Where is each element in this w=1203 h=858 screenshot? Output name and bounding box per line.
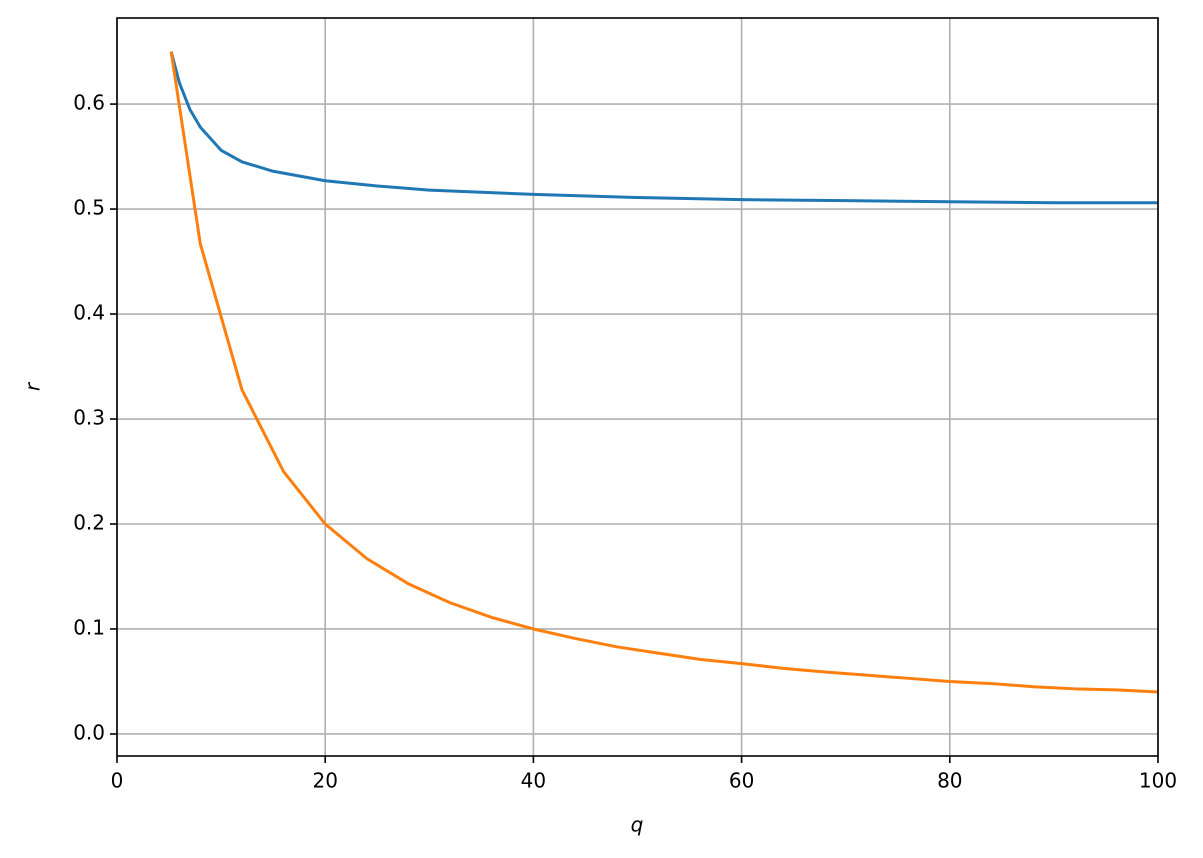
x-axis-label: q	[631, 813, 644, 837]
series-line	[169, 51, 1158, 694]
y-tick-label: 0.5	[73, 196, 105, 220]
x-tick-label: 60	[729, 769, 754, 793]
x-tick-label: 100	[1139, 769, 1177, 793]
x-tick-label: 40	[521, 769, 546, 793]
series-line	[169, 51, 1158, 205]
x-tick-label: 0	[111, 769, 124, 793]
y-tick-label: 0.0	[73, 720, 105, 744]
y-tick-label: 0.3	[73, 406, 105, 430]
y-tick-label: 0.1	[73, 615, 105, 639]
y-tick-label: 0.6	[73, 91, 105, 115]
y-tick-label: 0.2	[73, 510, 105, 534]
x-tick-label: 20	[312, 769, 337, 793]
y-tick-label: 0.4	[73, 301, 105, 325]
x-tick-label: 80	[937, 769, 962, 793]
plot-frame	[116, 17, 1159, 757]
y-axis-label: r	[21, 381, 45, 391]
